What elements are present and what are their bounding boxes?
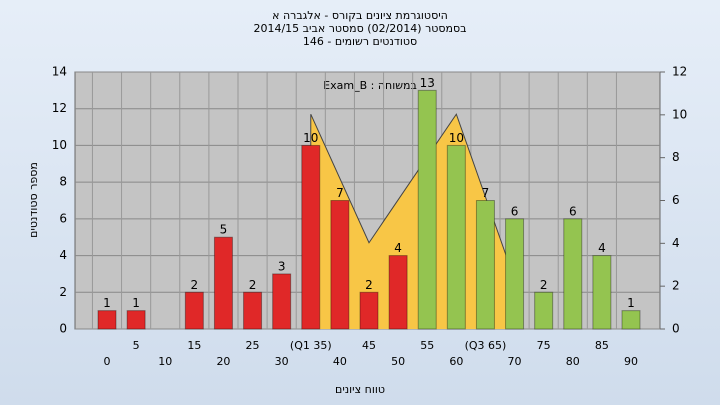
value-label: 2 [540,278,548,292]
x-tick-label: (Q1 35) [290,339,332,352]
value-label: 5 [220,223,228,237]
value-label: 1 [627,296,635,310]
y2-tick-label: 12 [672,65,687,79]
value-label: 7 [336,186,344,200]
y2-tick-label: 2 [672,279,680,293]
annotation: Exam_B : במשוחה [323,79,417,92]
x-tick-label: (Q3 65) [465,339,507,352]
bar [184,291,204,330]
bar [243,291,263,330]
x-tick-label: 40 [333,355,347,368]
x-tick-label: 75 [537,339,551,352]
x-tick-label: 20 [216,355,230,368]
bar [330,200,350,330]
value-label: 6 [569,204,577,218]
x-tick-label: 90 [624,355,638,368]
value-label: 2 [365,278,373,292]
bar [563,218,583,330]
y2-tick-label: 0 [672,322,680,336]
bar [388,255,408,330]
x-tick-label: 25 [246,339,260,352]
value-label: 13 [420,76,435,90]
bar [475,200,495,330]
x-tick-label: 30 [275,355,289,368]
x-tick-label: 55 [420,339,434,352]
x-axis-label: טווח ציונים [335,383,385,396]
x-tick-label: 5 [133,339,140,352]
value-label: 7 [482,186,490,200]
value-label: 4 [598,241,606,255]
x-tick-label: 15 [187,339,201,352]
value-label: 6 [511,204,519,218]
x-tick-label: 0 [104,355,111,368]
value-label: 10 [449,131,464,145]
bar [417,89,437,330]
y-tick-label: 0 [59,322,67,336]
value-label: 2 [191,278,199,292]
y-axis-label: מספר סטודנטים [27,162,40,238]
y-tick-label: 12 [52,101,67,115]
bar [126,310,146,330]
bar [97,310,117,330]
x-tick-label: 70 [508,355,522,368]
x-tick-label: 80 [566,355,580,368]
x-tick-label: 45 [362,339,376,352]
y-tick-label: 2 [59,285,67,299]
bar [534,291,554,330]
y2-tick-label: 8 [672,150,680,164]
value-label: 1 [103,296,111,310]
x-tick-label: 60 [449,355,463,368]
x-tick-label: 85 [595,339,609,352]
y2-tick-label: 4 [672,236,680,250]
y-tick-label: 6 [59,211,67,225]
y-tick-label: 10 [52,138,67,152]
bar [505,218,525,330]
bar [272,273,292,330]
y2-tick-label: 6 [672,193,680,207]
value-label: 2 [249,278,257,292]
y-tick-label: 14 [52,65,67,79]
y-tick-label: 8 [59,175,67,189]
y-tick-label: 4 [59,248,67,262]
bar [213,236,233,330]
value-label: 4 [394,241,402,255]
bar [446,144,466,330]
value-label: 10 [303,131,318,145]
bar [621,310,641,330]
value-label: 1 [132,296,140,310]
bar [301,144,321,330]
x-tick-label: 10 [158,355,172,368]
chart-title: היסטוגרמת ציונים בקורס - אלגברה א [272,9,448,22]
x-tick-label: 50 [391,355,405,368]
chart-title: בסמסטר (02/2014) סמסטר אביב 2014/15 [253,22,466,35]
y2-tick-label: 10 [672,107,687,121]
bar [592,255,612,330]
value-label: 3 [278,259,286,273]
chart-title: סטודנטים רשומים - 146 [303,35,417,48]
bar [359,291,379,330]
